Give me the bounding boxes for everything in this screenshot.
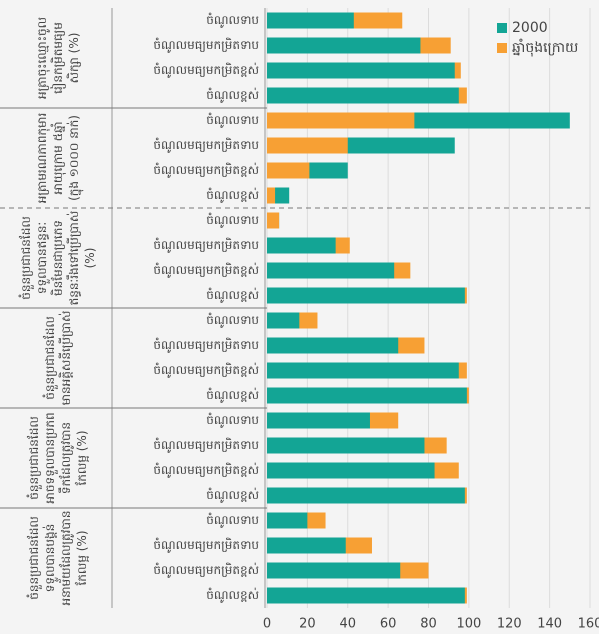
x-tick-label: 100: [456, 617, 481, 632]
group-label: អត្រាមរណភាពកុមារអាយុក្រោម ៥ឆ្នាំ (ក្នុង …: [34, 112, 82, 204]
bar: [267, 387, 467, 404]
category-label: ចំណូលខ្ពស់: [206, 587, 259, 603]
category-label: ចំណូលខ្ពស់: [206, 387, 259, 403]
category-label: ចំណូលទាប: [206, 412, 259, 428]
category-label: ចំណូលមធ្យមកម្រិតខ្ពស់: [153, 262, 259, 278]
bar: [267, 87, 459, 104]
category-label: ចំណូលមធ្យមកម្រិតខ្ពស់: [153, 162, 259, 178]
bar: [267, 212, 280, 229]
bar: [267, 412, 370, 429]
category-label: ចំណូលមធ្យមកម្រិតខ្ពស់: [153, 62, 259, 78]
x-tick-label: 0: [263, 617, 271, 632]
bar: [267, 512, 308, 529]
bar: [267, 112, 415, 129]
bar: [267, 537, 346, 554]
category-label: ចំណូលទាប: [206, 12, 259, 28]
bar: [267, 437, 425, 454]
x-tick-label: 80: [420, 617, 437, 632]
category-label: ចំណូលខ្ពស់: [206, 187, 259, 203]
x-tick-label: 40: [339, 617, 356, 632]
category-label: ចំណូលទាប: [206, 212, 259, 228]
category-label: ចំណូលខ្ពស់: [206, 287, 259, 303]
group-label: អត្រាចុះឈ្មោះចូលរៀនកម្រិតមធ្យមសិក្សា (%): [34, 16, 82, 100]
group-label: ចំនួនប្រជាជនដែលអាចទទួលបានប្រភពទឹកដែលត្រូ…: [26, 412, 90, 504]
x-tick-label: 160: [578, 617, 599, 632]
bar: [267, 312, 300, 329]
bar: [267, 462, 435, 479]
bar: [267, 187, 276, 204]
bar: [267, 12, 354, 29]
category-label: ចំណូលទាប: [206, 512, 259, 528]
bar: [267, 362, 459, 379]
bar: [267, 137, 348, 154]
legend-swatch: [497, 43, 507, 53]
group-label: ចំនួនប្រជាជនដែលមានអគ្គិសនីប្រើប្រាស់: [42, 310, 73, 406]
legend-swatch: [497, 23, 507, 33]
group-label: ចំនួនប្រជាជនដែលទទួលបានបង្គន់អនាម័យដែលត្រ…: [26, 510, 90, 606]
x-tick-label: 120: [497, 617, 522, 632]
bar: [267, 587, 465, 604]
category-label: ចំណូលមធ្យមកម្រិតខ្ពស់: [153, 462, 259, 478]
bar: [267, 37, 421, 54]
category-label: ចំណូលមធ្យមកម្រិតទាប: [153, 537, 259, 553]
bar: [267, 62, 455, 79]
x-tick-label: 20: [299, 617, 316, 632]
bar: [267, 562, 401, 579]
category-label: ចំណូលមធ្យមកម្រិតទាប: [153, 437, 259, 453]
x-tick-label: 140: [537, 617, 562, 632]
bar: [267, 237, 336, 254]
x-tick-label: 60: [380, 617, 397, 632]
category-label: ចំណូលទាប: [206, 312, 259, 328]
bar: [267, 162, 310, 179]
group-label: ចំនួនប្រជាជនដែលទទួលបានឥន្ធនៈមិនមែនជាប្រភ…: [18, 210, 98, 306]
category-label: ចំណូលមធ្យមកម្រិតខ្ពស់: [153, 362, 259, 378]
category-label: ចំណូលមធ្យមកម្រិតខ្ពស់: [153, 562, 259, 578]
bar: [267, 262, 395, 279]
category-label: ចំណូលខ្ពស់: [206, 487, 259, 503]
category-label: ចំណូលមធ្យមកម្រិតទាប: [153, 237, 259, 253]
bar: [267, 337, 399, 354]
category-label: ចំណូលមធ្យមកម្រិតទាប: [153, 137, 259, 153]
category-label: ចំណូលមធ្យមកម្រិតទាប: [153, 37, 259, 53]
category-label: ចំណូលទាប: [206, 112, 259, 128]
legend-label: ឆ្នាំចុងក្រោយ: [512, 38, 578, 57]
category-label: ចំណូលមធ្យមកម្រិតទាប: [153, 337, 259, 353]
bar: [267, 487, 465, 504]
legend-label: 2000: [512, 20, 548, 36]
category-label: ចំណូលខ្ពស់: [206, 87, 259, 103]
bar: [267, 287, 465, 304]
